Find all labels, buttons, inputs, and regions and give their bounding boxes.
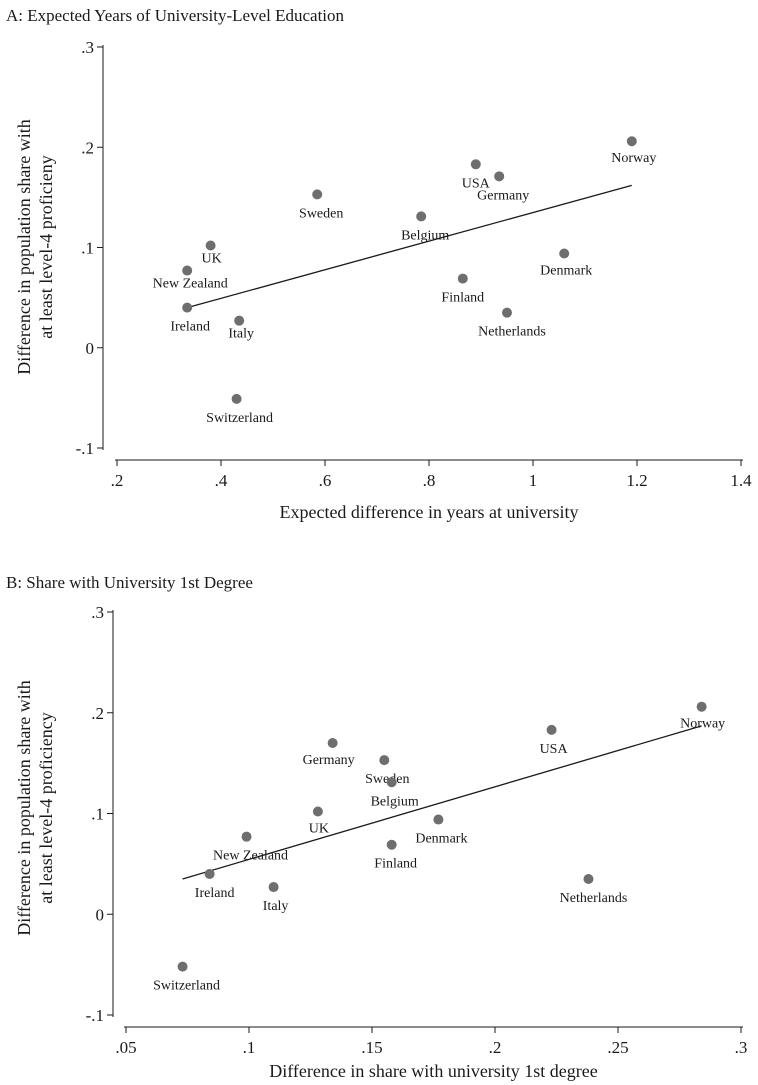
panel-a-chart: -.1 0 .1 .2 .3 .2 .4 .6 .8 1 1.2 1.4 Expected differ… xyxy=(14,38,752,522)
point-label: Ireland xyxy=(195,886,235,901)
x-axis-title: Difference in share with university 1st … xyxy=(269,1061,598,1081)
x-tick-label: .3 xyxy=(735,1038,748,1057)
fit-line xyxy=(187,184,632,309)
point-label: Netherlands xyxy=(478,325,546,340)
point-label: Germany xyxy=(303,753,355,768)
point-label: UK xyxy=(309,821,329,836)
y-tick-label: -.1 xyxy=(86,1006,104,1025)
panel-b-chart: -.1 0 .1 .2 .3 .05 .1 .15 .2 .25 .3 Difference in s… xyxy=(14,603,748,1081)
data-point xyxy=(312,189,323,200)
y-tick-label: .1 xyxy=(81,239,94,258)
point-label: New Zealand xyxy=(153,277,228,292)
data-point xyxy=(182,302,193,313)
point-label: Denmark xyxy=(415,832,467,847)
data-point xyxy=(268,882,279,893)
x-axis-title: Expected difference in years at universi… xyxy=(279,502,578,522)
data-point xyxy=(177,961,188,972)
point-label: Finland xyxy=(374,857,417,872)
x-tick-label: .1 xyxy=(243,1038,256,1057)
y-axis-title: Difference in population share with at le… xyxy=(14,119,56,375)
data-point xyxy=(205,240,216,251)
y-axis-title-line: Difference in population share with xyxy=(14,680,34,936)
point-label: USA xyxy=(462,176,491,191)
point-label: Switzerland xyxy=(153,979,220,994)
x-tick-label: .05 xyxy=(115,1038,136,1057)
x-tick-label: .8 xyxy=(423,471,436,490)
point-label: Switzerland xyxy=(206,411,273,426)
data-point xyxy=(470,159,481,170)
data-point xyxy=(204,868,215,879)
data-point xyxy=(457,273,468,284)
data-point xyxy=(182,265,193,276)
point-label: Belgium xyxy=(401,228,449,243)
y-axis-title-line: at least level-4 proficiency xyxy=(36,712,56,903)
x-tick-label: .25 xyxy=(607,1038,628,1057)
point-label: UK xyxy=(201,251,221,266)
data-point xyxy=(433,814,444,825)
data-point xyxy=(231,393,242,404)
data-point xyxy=(327,737,338,748)
data-point xyxy=(696,701,707,712)
data-point xyxy=(546,724,557,735)
y-tick-label: .3 xyxy=(81,38,94,57)
point-label: Denmark xyxy=(540,264,592,279)
point-label: USA xyxy=(540,742,569,757)
y-axis-title-line: at least level-4 proficieny xyxy=(36,155,56,338)
point-label: Italy xyxy=(263,899,289,914)
y-tick-label: -.1 xyxy=(76,439,94,458)
x-tick-label: .15 xyxy=(361,1038,382,1057)
x-tick-label: .4 xyxy=(215,471,228,490)
y-tick-label: .2 xyxy=(91,704,104,723)
data-point xyxy=(386,839,397,850)
data-point xyxy=(379,755,390,766)
x-tick-label: 1.2 xyxy=(626,471,647,490)
data-point xyxy=(502,307,512,318)
data-point xyxy=(234,315,245,326)
data-point xyxy=(241,831,252,842)
point-label: Germany xyxy=(477,188,529,203)
y-tick-label: .1 xyxy=(91,805,104,824)
point-label: Belgium xyxy=(371,794,419,809)
y-tick-label: .2 xyxy=(81,138,94,157)
point-label: Netherlands xyxy=(560,891,628,906)
x-tick-label: .2 xyxy=(489,1038,502,1057)
y-axis-title-line: Difference in population share with xyxy=(14,119,34,375)
point-label: Ireland xyxy=(170,320,210,335)
y-tick-label: 0 xyxy=(86,339,95,358)
panel-b-title: B: Share with University 1st Degree xyxy=(6,573,253,592)
point-label: Sweden xyxy=(299,206,343,221)
point-label: Italy xyxy=(228,327,254,342)
panel-a-title: A: Expected Years of University-Level Ed… xyxy=(6,6,345,25)
x-tick-label: .2 xyxy=(111,471,124,490)
y-tick-label: .3 xyxy=(91,603,104,622)
x-tick-label: .6 xyxy=(319,471,332,490)
point-label: Norway xyxy=(611,151,656,166)
point-label: Finland xyxy=(441,291,484,306)
data-point xyxy=(312,806,323,817)
x-tick-label: 1.4 xyxy=(730,471,752,490)
x-tick-label: 1 xyxy=(529,471,538,490)
data-point xyxy=(386,777,397,788)
data-point xyxy=(559,248,570,259)
y-tick-label: 0 xyxy=(96,905,105,924)
data-point xyxy=(494,171,505,182)
data-point xyxy=(416,211,427,222)
point-label: Norway xyxy=(680,717,725,732)
fit-line xyxy=(182,725,702,880)
data-point xyxy=(626,136,637,147)
y-axis-title: Difference in population share with at le… xyxy=(14,680,56,936)
point-label: New Zealand xyxy=(213,849,288,864)
point-label: Sweden xyxy=(365,772,409,787)
data-point xyxy=(583,873,594,884)
